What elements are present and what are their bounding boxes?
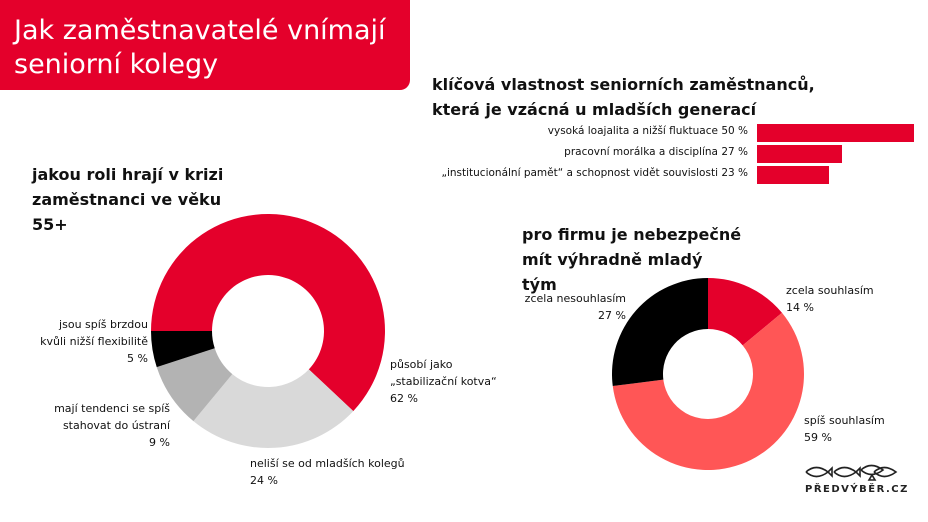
donut-slice [151, 331, 215, 368]
bar-label: „institucionální pamět“ a schopnost vidě… [441, 167, 748, 179]
bar-chart-title: klíčová vlastnost seniorních zaměstnanců… [432, 75, 815, 119]
donut-slice [708, 278, 782, 346]
donut2-title: pro firmu je nebezpečné mít výhradně mla… [522, 225, 742, 294]
slice-label: působí jako „stabilizační kotva“ 62 % [390, 358, 497, 405]
donut-slice [612, 312, 805, 471]
page-title: Jak zaměstnavatelé vnímají seniorní kole… [14, 15, 386, 80]
bar-label: vysoká loajalita a nižší fluktuace 50 % [547, 125, 748, 137]
slice-label: neliší se od mladších kolegů 24 % [250, 457, 405, 487]
logo: PŘEDVÝBĚR.CZ [805, 484, 909, 495]
slice-label: mají tendenci se spíš stahovat do ústran… [54, 402, 170, 449]
bar [757, 124, 914, 142]
slice-label: spíš souhlasím 59 % [804, 414, 885, 444]
slice-label: jsou spíš brzdou kvůli nižší flexibilitě… [40, 318, 148, 365]
donut-slice [193, 369, 354, 448]
title-banner: Jak zaměstnavatelé vnímají seniorní kole… [0, 0, 410, 90]
donut-slice [151, 214, 385, 412]
donut1-title: jakou roli hrají v krizi zaměstnanci ve … [32, 165, 224, 234]
slice-label: zcela souhlasím 14 % [786, 284, 874, 314]
slice-label: zcela nesouhlasím 27 % [524, 292, 626, 322]
donut-slice [156, 348, 233, 422]
bar [757, 145, 842, 163]
bar-label: pracovní morálka a disciplína 27 % [564, 146, 748, 158]
bar [757, 166, 830, 184]
donut-slice [612, 278, 708, 387]
